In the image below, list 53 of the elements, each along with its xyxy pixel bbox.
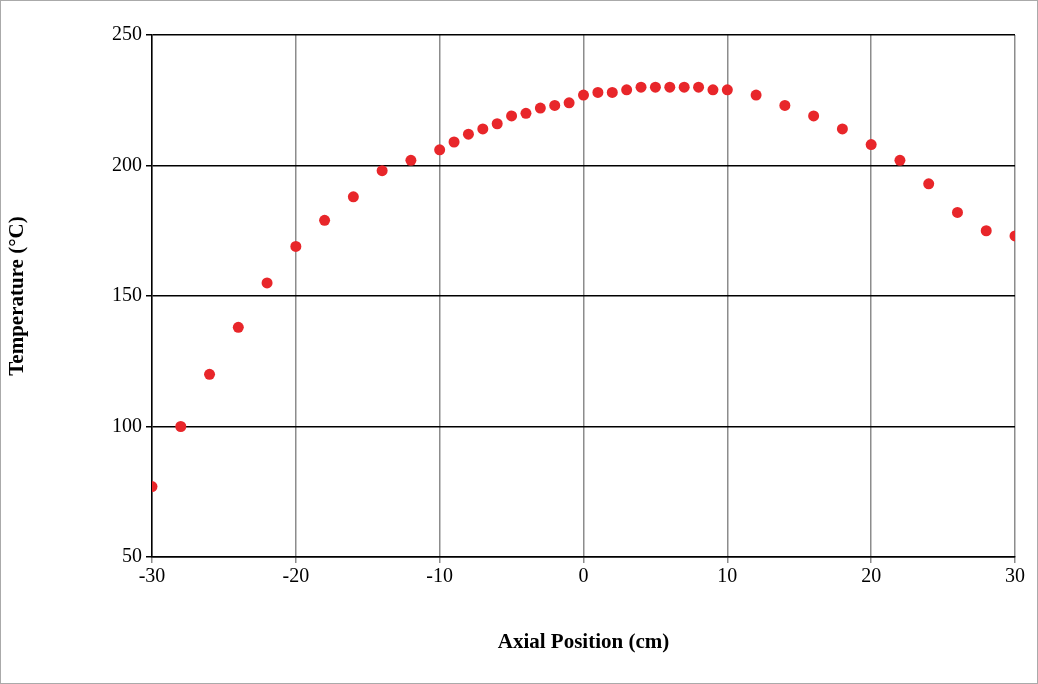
y-axis-title: Temperature (°C): [4, 216, 29, 376]
point: [664, 81, 676, 93]
x-tick-label: 0: [578, 564, 589, 587]
point: [951, 206, 963, 218]
point: [261, 277, 273, 289]
point: [175, 421, 187, 432]
x-tick-label: 20: [861, 564, 882, 587]
point: [520, 107, 532, 119]
point: [980, 225, 992, 237]
x-axis-title: Axial Position (cm): [497, 628, 670, 653]
point: [693, 81, 705, 93]
point: [678, 81, 690, 93]
y-tick-label: 100: [112, 413, 142, 436]
point: [405, 154, 417, 166]
point: [592, 86, 604, 98]
point: [506, 110, 518, 122]
point: [448, 136, 460, 148]
y-tick-label: 250: [112, 22, 142, 45]
x-tick-label: 10: [717, 564, 738, 587]
point: [923, 178, 935, 190]
point: [606, 86, 618, 98]
point: [232, 321, 244, 333]
point: [649, 81, 661, 93]
point: [549, 99, 561, 111]
point: [563, 97, 575, 109]
x-tick-label: -10: [426, 564, 453, 587]
point: [635, 81, 647, 93]
x-tick-label: 30: [1005, 564, 1025, 587]
point: [204, 368, 216, 380]
point: [750, 89, 762, 101]
point: [865, 139, 877, 151]
point: [779, 99, 791, 111]
point: [376, 165, 388, 177]
point: [894, 154, 906, 166]
point: [434, 144, 446, 156]
point: [578, 89, 589, 101]
point: [491, 118, 503, 130]
x-tick-label: -20: [282, 564, 310, 587]
point: [477, 123, 489, 135]
point: [721, 84, 733, 96]
point: [621, 84, 633, 96]
point: [290, 240, 302, 252]
point: [319, 214, 331, 226]
point: [534, 102, 546, 114]
y-tick-label: 50: [122, 544, 142, 567]
point: [836, 123, 848, 135]
point: [347, 191, 359, 203]
point: [707, 84, 719, 96]
point: [462, 128, 474, 140]
y-tick-label: 200: [112, 152, 142, 175]
x-tick-label: -30: [138, 564, 166, 587]
point: [808, 110, 820, 122]
y-tick-label: 150: [112, 283, 142, 306]
